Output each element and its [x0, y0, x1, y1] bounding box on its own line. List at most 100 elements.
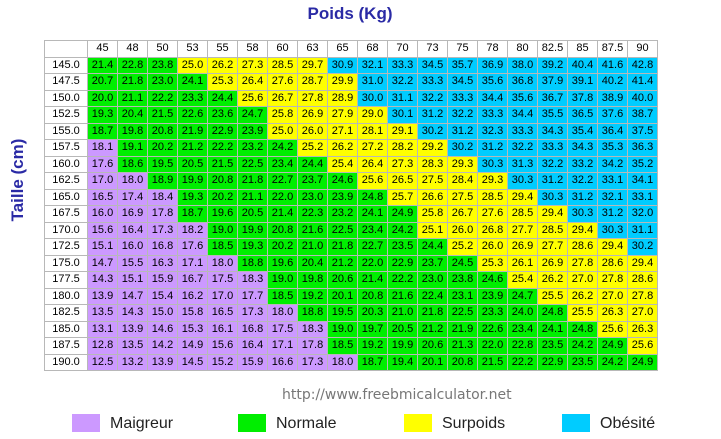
bmi-cell: 15.1 [87, 238, 118, 256]
bmi-cell: 22.0 [477, 337, 508, 355]
table-row: 167.5 16.0 16.9 17.8 18.7 19.6 20.5 21.4 22.3 23.… [44, 205, 658, 223]
bmi-cell: 19.5 [147, 155, 178, 173]
bmi-cell: 21.5 [477, 353, 508, 371]
bmi-cell: 27.3 [237, 56, 268, 74]
bmi-cell: 23.5 [567, 353, 598, 371]
bmi-cell: 32.1 [357, 56, 388, 74]
bmi-cell: 23.5 [387, 238, 418, 256]
bmi-cell: 26.4 [357, 155, 388, 173]
bmi-cell: 28.4 [447, 172, 478, 190]
table-row: 175.0 14.7 15.5 16.3 17.1 18.0 18.8 19.6 20.4 21.… [44, 254, 658, 272]
bmi-cell: 22.6 [177, 106, 208, 124]
bmi-cell: 27.0 [627, 304, 658, 322]
bmi-cell: 24.5 [447, 254, 478, 272]
bmi-cell: 27.0 [567, 271, 598, 289]
bmi-cell: 14.7 [87, 254, 118, 272]
bmi-cell: 24.2 [387, 221, 418, 239]
bmi-cell: 25.6 [597, 320, 628, 338]
bmi-cell: 28.9 [327, 89, 358, 107]
bmi-cell: 27.0 [597, 287, 628, 305]
bmi-cell: 16.2 [177, 287, 208, 305]
legend-label: Normale [276, 415, 337, 432]
table-row: 177.5 14.3 15.1 15.9 16.7 17.5 18.3 19.0 19.8 20.… [44, 271, 658, 289]
bmi-cell: 31.3 [507, 155, 538, 173]
bmi-cell: 26.2 [537, 271, 568, 289]
height-tick-label: 152.5 [44, 106, 88, 124]
bmi-cell: 17.6 [177, 238, 208, 256]
bmi-cell: 29.4 [627, 254, 658, 272]
table-row: 190.0 12.5 13.2 13.9 14.5 15.2 15.9 16.6 17.3 18.… [44, 353, 658, 371]
bmi-cell: 21.2 [417, 320, 448, 338]
bmi-cell: 20.1 [417, 353, 448, 371]
bmi-cell: 20.8 [357, 287, 388, 305]
bmi-cell: 23.2 [327, 205, 358, 223]
bmi-cell: 31.2 [567, 188, 598, 206]
height-tick-label: 180.0 [44, 287, 88, 305]
bmi-cell: 24.4 [297, 155, 328, 173]
bmi-cell: 16.3 [147, 254, 178, 272]
height-tick-label: 175.0 [44, 254, 88, 272]
bmi-cell: 14.3 [117, 304, 148, 322]
source-url: http://www.freebmicalculator.net [282, 387, 512, 403]
bmi-cell: 24.2 [267, 139, 298, 157]
bmi-cell: 40.4 [567, 56, 598, 74]
bmi-cell: 35.6 [507, 89, 538, 107]
bmi-cell: 18.1 [87, 139, 118, 157]
bmi-cell: 26.0 [447, 221, 478, 239]
bmi-cell: 23.8 [447, 271, 478, 289]
height-tick-label: 150.0 [44, 89, 88, 107]
bmi-cell: 25.7 [387, 188, 418, 206]
bmi-cell: 24.9 [387, 205, 418, 223]
bmi-cell: 23.1 [447, 287, 478, 305]
table-row: 152.5 19.3 20.4 21.5 22.6 23.6 24.7 25.8 26.9 27.… [44, 106, 658, 124]
bmi-cell: 21.5 [147, 106, 178, 124]
bmi-cell: 36.5 [567, 106, 598, 124]
bmi-cell: 24.4 [417, 238, 448, 256]
bmi-cell: 36.8 [507, 73, 538, 91]
bmi-cell: 24.2 [597, 353, 628, 371]
weight-tick-label: 53 [177, 40, 208, 58]
bmi-cell: 30.3 [537, 188, 568, 206]
bmi-cell: 18.3 [237, 271, 268, 289]
weight-tick-label: 68 [357, 40, 388, 58]
bmi-cell: 26.2 [207, 56, 238, 74]
table-row: 185.0 13.1 13.9 14.6 15.3 16.1 16.8 17.5 18.3 19.… [44, 320, 658, 338]
bmi-cell: 25.6 [237, 89, 268, 107]
bmi-cell: 22.7 [357, 238, 388, 256]
bmi-cell: 17.5 [207, 271, 238, 289]
weight-tick-label: 85 [567, 40, 598, 58]
bmi-cell: 34.2 [597, 155, 628, 173]
bmi-cell: 15.0 [147, 304, 178, 322]
bmi-cell: 29.0 [357, 106, 388, 124]
bmi-cell: 15.3 [177, 320, 208, 338]
bmi-cell: 30.3 [567, 205, 598, 223]
weight-tick-label: 75 [447, 40, 478, 58]
bmi-cell: 23.4 [507, 320, 538, 338]
bmi-cell: 18.0 [267, 304, 298, 322]
bmi-cell: 21.4 [357, 271, 388, 289]
bmi-cell: 19.9 [387, 337, 418, 355]
bmi-cell: 12.8 [87, 337, 118, 355]
bmi-cell: 22.2 [507, 353, 538, 371]
bmi-cell: 25.2 [297, 139, 328, 157]
bmi-cell: 19.8 [297, 271, 328, 289]
bmi-cell: 25.0 [267, 122, 298, 140]
bmi-cell: 13.1 [87, 320, 118, 338]
bmi-cell: 22.5 [447, 304, 478, 322]
bmi-cell: 35.4 [567, 122, 598, 140]
bmi-cell: 30.3 [507, 172, 538, 190]
bmi-cell: 24.7 [237, 106, 268, 124]
bmi-cell: 15.4 [147, 287, 178, 305]
bmi-cell: 17.8 [297, 337, 328, 355]
bmi-cell: 23.5 [537, 337, 568, 355]
bmi-cell: 20.5 [237, 205, 268, 223]
bmi-cell: 34.4 [507, 106, 538, 124]
bmi-cell: 14.2 [147, 337, 178, 355]
bmi-cell: 29.3 [477, 172, 508, 190]
table-row: 180.0 13.9 14.7 15.4 16.2 17.0 17.7 18.5 19.2 20.… [44, 287, 658, 305]
bmi-cell: 28.6 [597, 254, 628, 272]
bmi-cell: 23.2 [237, 139, 268, 157]
bmi-cell: 20.8 [447, 353, 478, 371]
bmi-cell: 19.8 [117, 122, 148, 140]
bmi-cell: 14.3 [87, 271, 118, 289]
